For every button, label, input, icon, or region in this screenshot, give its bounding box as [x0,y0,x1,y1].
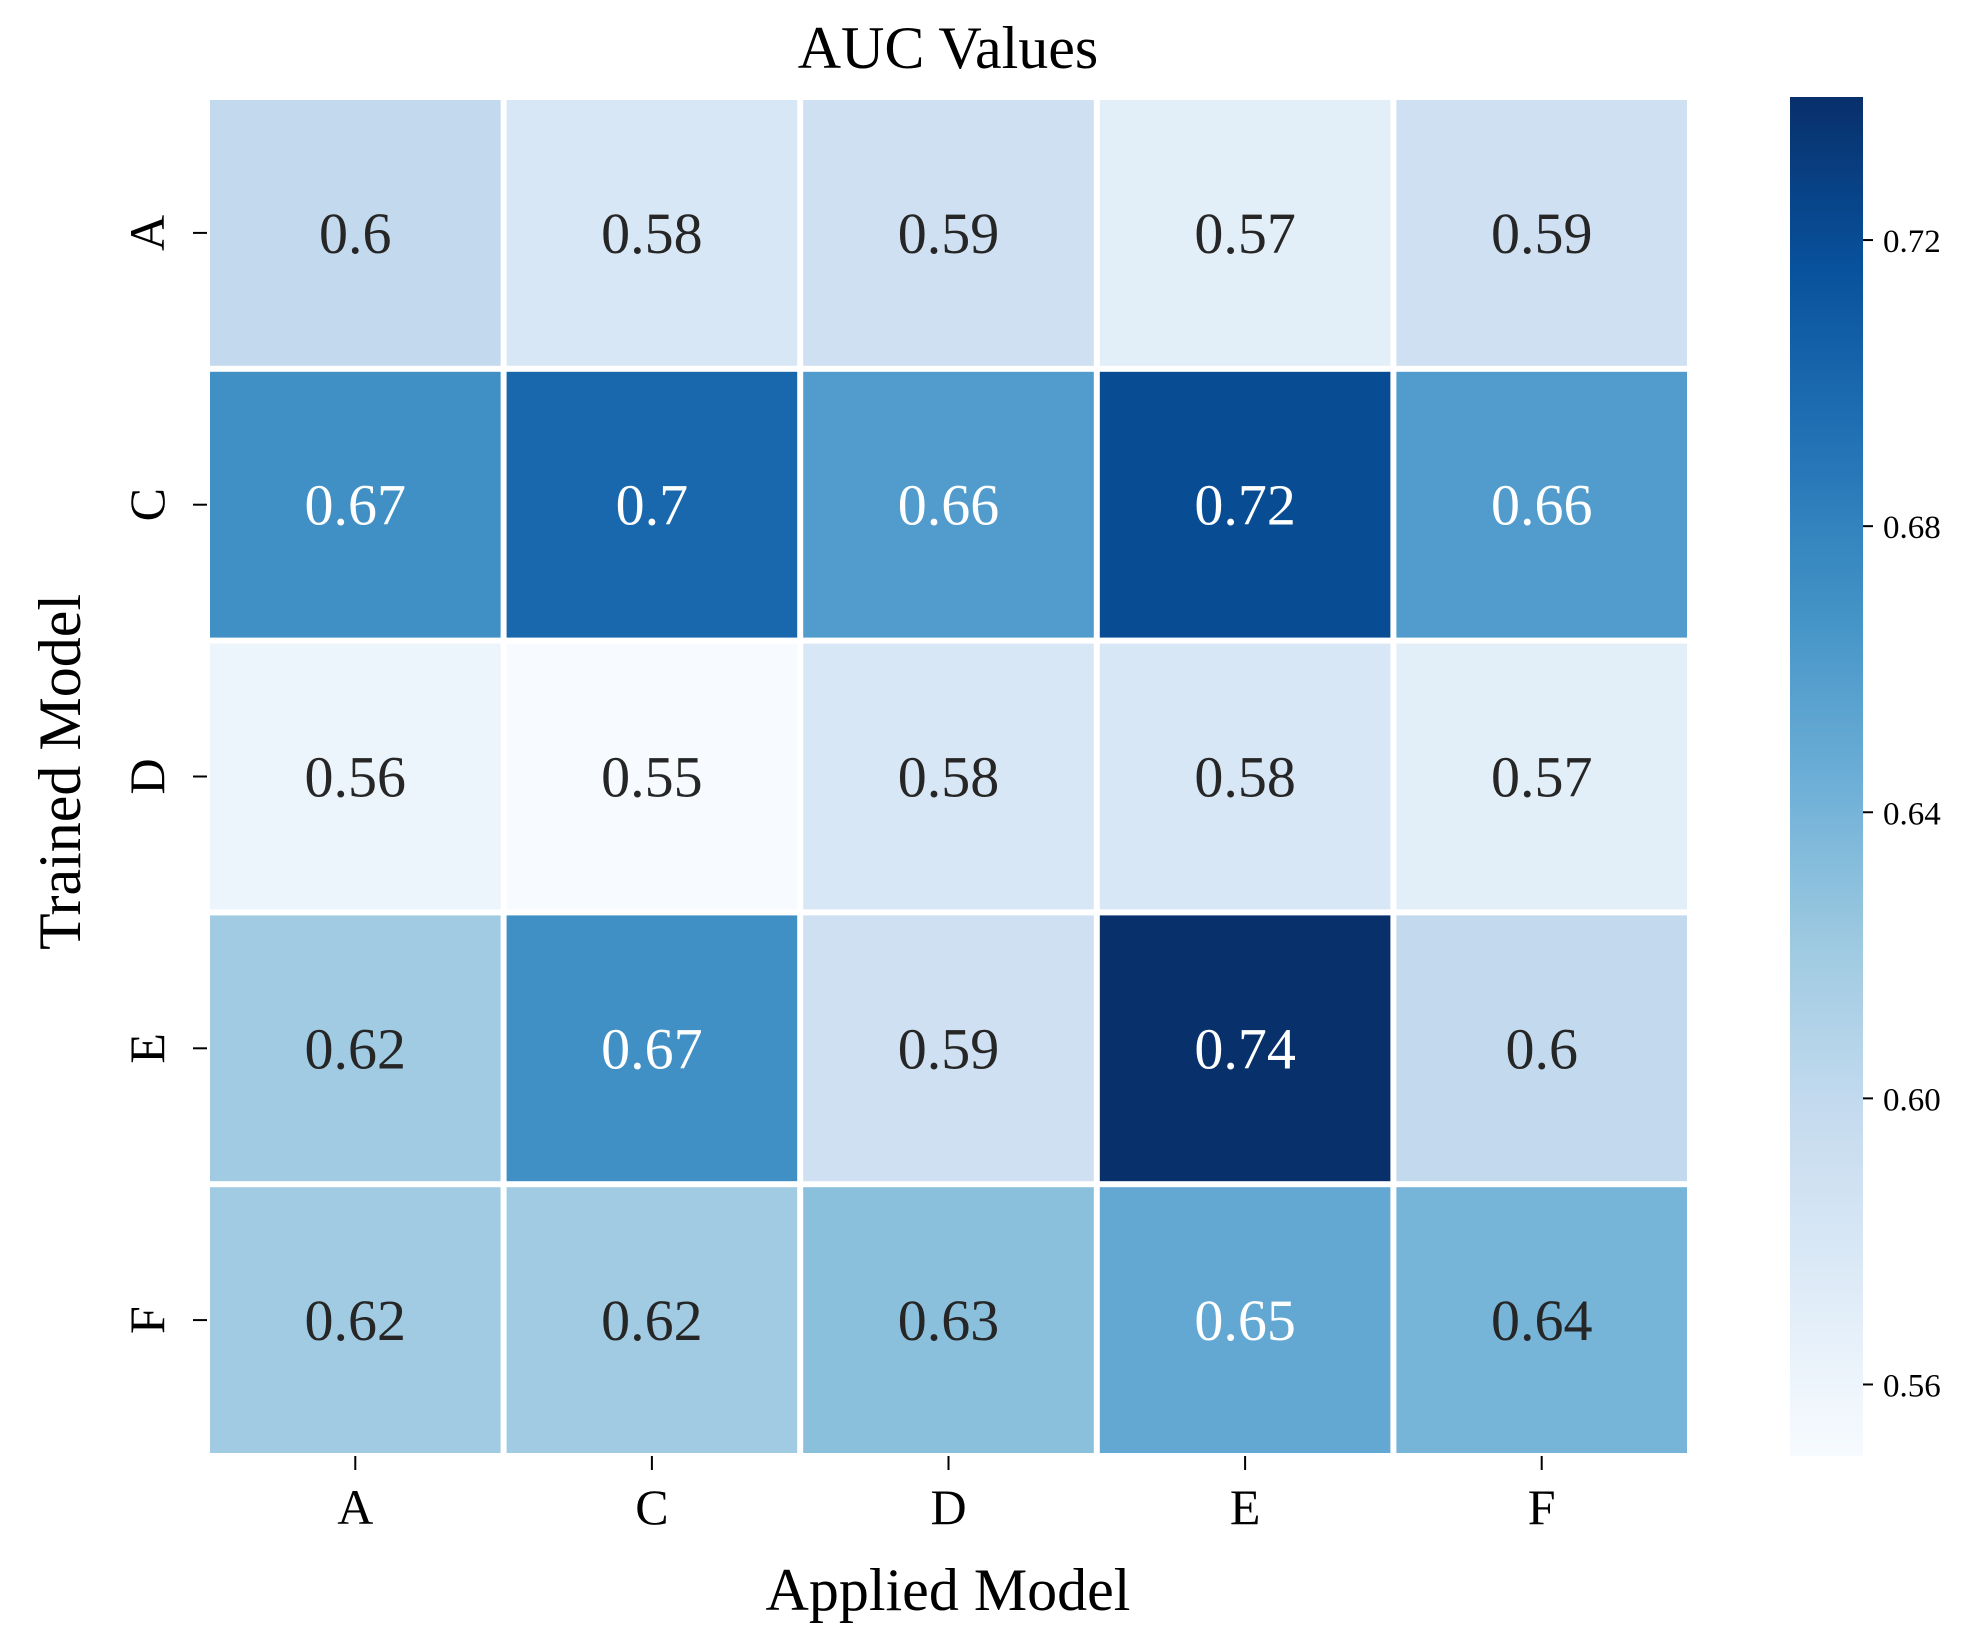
colorbar-tick-label: 0.64 [1883,796,1941,832]
y-tick-label: D [119,758,175,794]
y-tick-label: C [119,488,175,521]
y-tick-label: E [119,1033,175,1064]
cell-value-label: 0.58 [898,745,1000,810]
cell-value-label: 0.6 [319,201,392,266]
y-axis-label: Trained Model [27,594,93,950]
heatmap-cell [210,1187,501,1453]
heatmap-cell [803,643,1094,910]
cell-value-label: 0.62 [601,1288,703,1353]
cell-value-label: 0.57 [1194,201,1296,266]
heatmap-cell [803,371,1094,638]
heatmap-cell [506,643,798,910]
y-tick-label: A [119,215,175,251]
cell-value-label: 0.62 [305,1288,407,1353]
cell-value-label: 0.65 [1194,1288,1296,1353]
y-tick-label: F [119,1306,175,1334]
heatmap-cell [1099,915,1391,1182]
heatmap-cell [1099,643,1391,910]
heatmap-cell [1396,1187,1687,1453]
cell-value-label: 0.55 [601,745,703,810]
cell-value-label: 0.58 [1194,745,1296,810]
cell-value-label: 0.56 [305,745,407,810]
heatmap-cell [210,100,501,366]
cell-value-label: 0.66 [1491,473,1593,538]
cell-value-label: 0.58 [601,201,703,266]
heatmap-cell [506,100,798,366]
cell-value-label: 0.59 [1491,201,1593,266]
heatmap-cells: 0.6 0.58 0.59 0.57 0.59 0.67 0.7 0.66 0.72 0.66 0.… [210,100,1687,1453]
colorbar-tick-label: 0.68 [1883,510,1941,546]
x-tick-label: E [1230,1479,1261,1535]
cell-value-label: 0.74 [1194,1016,1296,1081]
cell-value-label: 0.63 [898,1288,1000,1353]
heatmap-cell [210,371,501,638]
heatmap-cell [1396,371,1687,638]
x-tick-label: D [930,1479,966,1535]
heatmap-cell [1099,100,1391,366]
heatmap-cell [803,100,1094,366]
cell-value-label: 0.7 [616,473,689,538]
heatmap-cell [1396,915,1687,1182]
cell-value-label: 0.64 [1491,1288,1593,1353]
colorbar-tick-label: 0.72 [1883,224,1941,260]
heatmap-cell [506,915,798,1182]
colorbar: 0.56 0.60 0.64 0.68 0.72 [1790,97,1941,1456]
cell-value-label: 0.6 [1505,1016,1578,1081]
x-tick-label: C [635,1479,668,1535]
heatmap-cell [1396,643,1687,910]
cell-value-label: 0.57 [1491,745,1593,810]
cell-value-label: 0.59 [898,1016,1000,1081]
cell-value-label: 0.62 [305,1016,407,1081]
heatmap-cell [1099,371,1391,638]
cell-value-label: 0.66 [898,473,1000,538]
colorbar-gradient [1790,97,1863,1456]
cell-value-label: 0.59 [898,201,1000,266]
heatmap-cell [803,915,1094,1182]
colorbar-tick-label: 0.56 [1883,1368,1941,1404]
heatmap-cell [1099,1187,1391,1453]
heatmap-cell [210,915,501,1182]
heatmap-cell [506,1187,798,1453]
x-axis-label: Applied Model [766,1557,1131,1623]
heatmap-cell [506,371,798,638]
heatmap-cell [210,643,501,910]
cell-value-label: 0.67 [601,1016,703,1081]
colorbar-tick-label: 0.60 [1883,1082,1941,1118]
cell-value-label: 0.67 [305,473,407,538]
y-axis-ticks: A C D E F [119,215,207,1334]
heatmap-cell [1396,100,1687,366]
x-tick-label: F [1528,1479,1556,1535]
heatmap-cell [803,1187,1094,1453]
chart-title: AUC Values [798,15,1099,81]
cell-value-label: 0.72 [1194,473,1296,538]
x-tick-label: A [337,1479,373,1535]
